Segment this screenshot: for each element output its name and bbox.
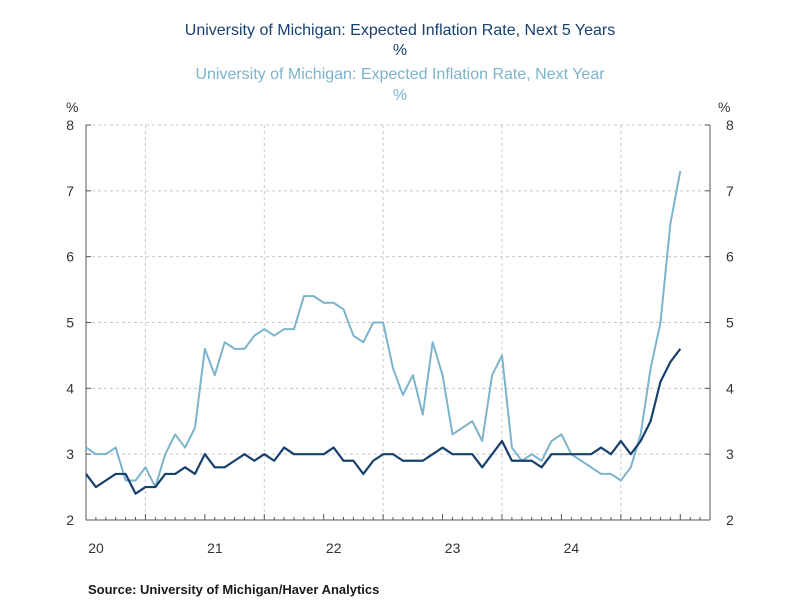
right-y-tick-label: 3 <box>726 446 734 462</box>
title-series-2-unit: % <box>393 87 407 104</box>
series-line-next-year <box>85 170 682 489</box>
right-y-tick-label: 8 <box>726 117 734 133</box>
left-y-tick-label: 6 <box>66 249 74 265</box>
title-series-1: University of Michigan: Expected Inflati… <box>185 22 615 39</box>
right-y-tick-label: 2 <box>726 512 734 528</box>
x-tick-label: 24 <box>564 540 580 556</box>
tick-labels: 2 23 34 45 56 67 78 820 21 22 23 24 <box>66 117 734 556</box>
chart-titles: University of Michigan: Expected Inflati… <box>185 22 615 104</box>
x-tick-label: 22 <box>326 540 342 556</box>
right-y-tick-label: 4 <box>726 380 734 396</box>
right-y-tick-label: 7 <box>726 183 734 199</box>
source-note: Source: University of Michigan/Haver Ana… <box>88 582 379 597</box>
x-tick-label: 21 <box>207 540 223 556</box>
x-tick-label: 20 <box>88 540 104 556</box>
left-y-tick-label: 8 <box>66 117 74 133</box>
title-series-2: University of Michigan: Expected Inflati… <box>195 66 605 83</box>
left-y-tick-label: 4 <box>66 380 74 396</box>
left-y-tick-label: 5 <box>66 315 74 331</box>
right-axis-unit: % <box>718 99 730 115</box>
right-y-tick-label: 6 <box>726 249 734 265</box>
right-y-tick-label: 5 <box>726 315 734 331</box>
left-y-tick-label: 2 <box>66 512 74 528</box>
left-y-tick-label: 7 <box>66 183 74 199</box>
x-tick-label: 23 <box>445 540 461 556</box>
series-line-next-5-years <box>85 348 682 495</box>
left-y-tick-label: 3 <box>66 446 74 462</box>
gridlines <box>86 124 710 520</box>
title-series-1-unit: % <box>393 42 407 59</box>
left-axis-unit: % <box>66 99 78 115</box>
series-lines <box>85 170 682 495</box>
axes <box>85 124 711 521</box>
